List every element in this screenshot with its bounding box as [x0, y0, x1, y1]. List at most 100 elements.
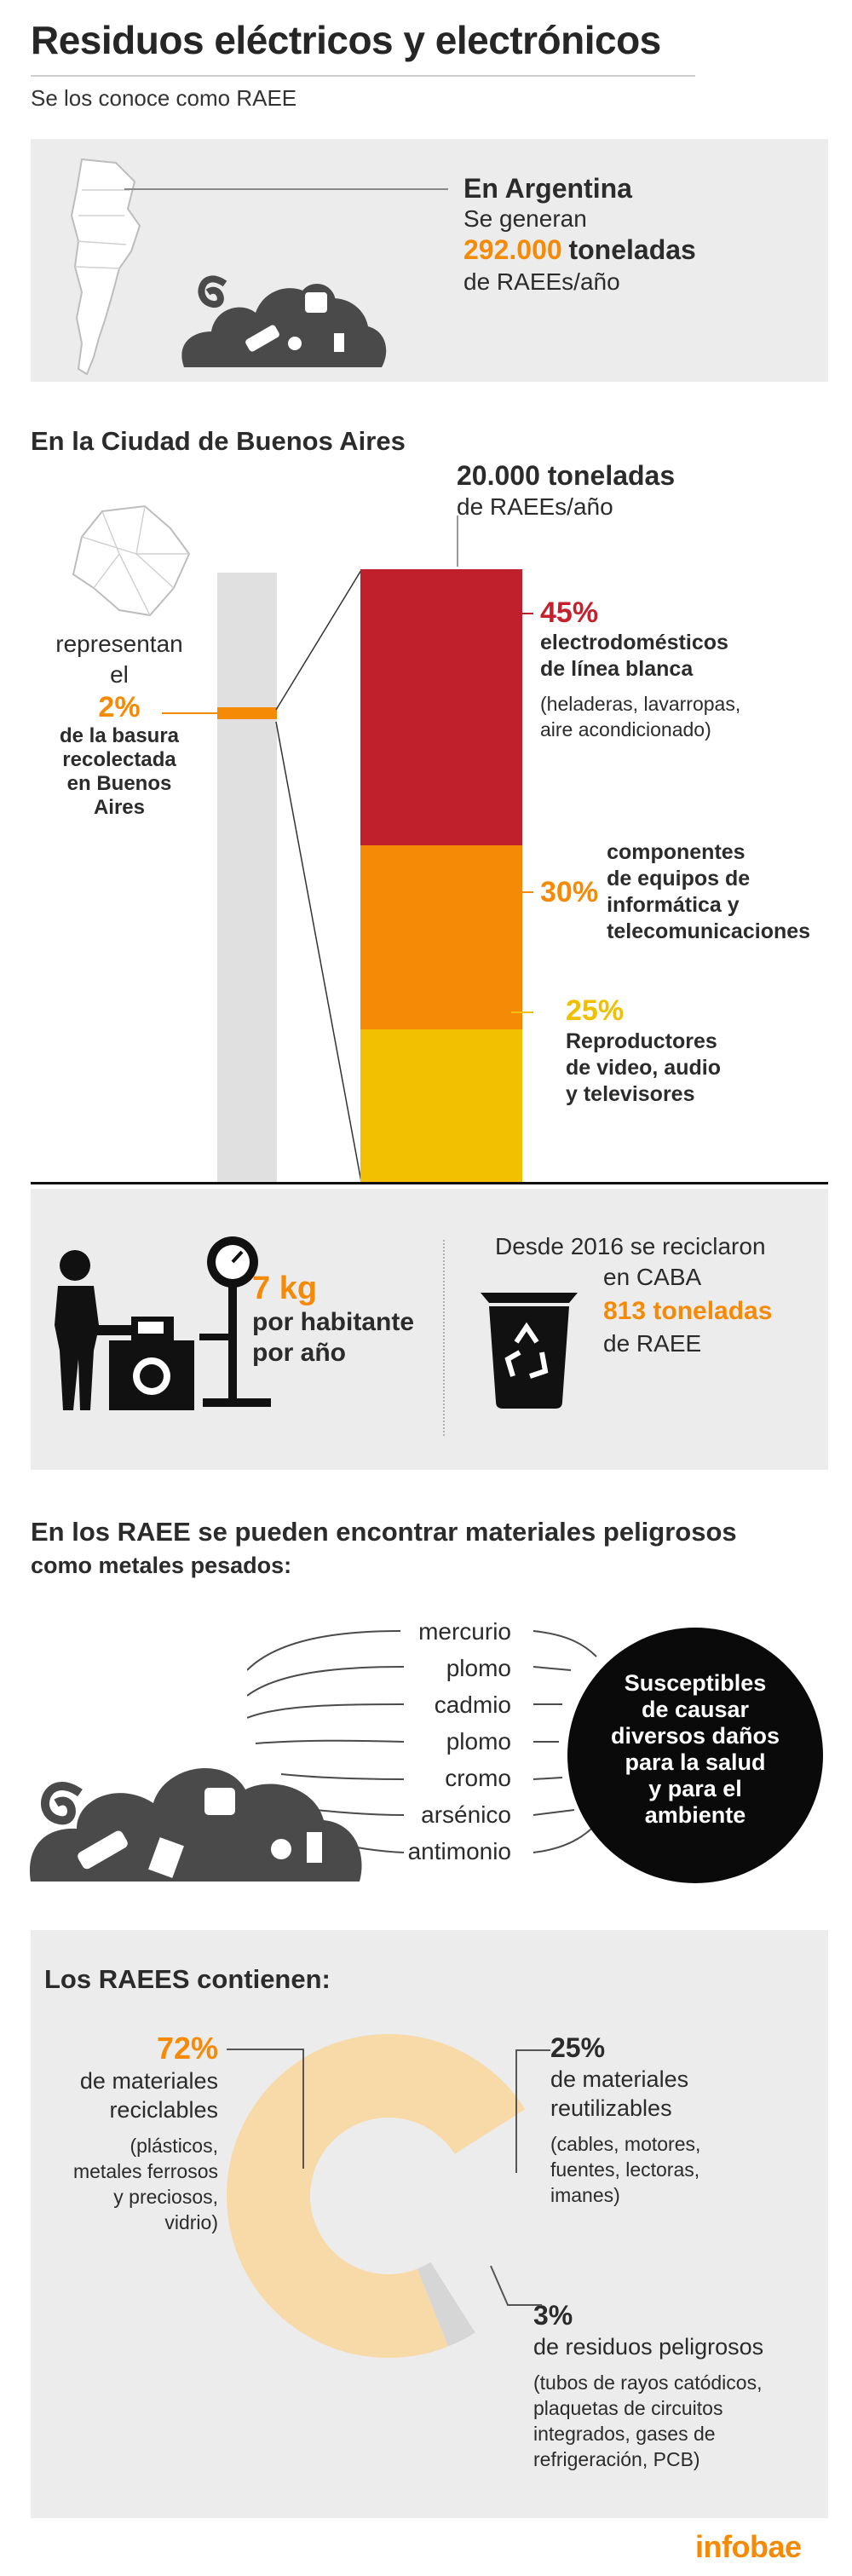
metal-item: plomo — [446, 1655, 511, 1681]
contents-leader-0 — [227, 2049, 304, 2169]
breakdown-label-1-l2: de equipos de — [607, 867, 751, 890]
breakdown-label-1-l3: informática y — [607, 893, 740, 917]
breakdown-connector-2 — [511, 1011, 533, 1013]
contents-item-2: 3% de residuos peligrosos (tubos de rayo… — [533, 2298, 827, 2472]
contents-label-1-l2: reutilizables — [550, 2095, 672, 2121]
donut-slice-recyclable — [227, 2034, 526, 2358]
represent-rest-3: en Buenos — [66, 772, 172, 795]
recycle-bin-icon — [481, 1293, 578, 1409]
hazard-circle-l2: de causar — [641, 1697, 750, 1722]
argentina-unit: toneladas — [568, 234, 696, 265]
contents-label-1-l1: de materiales — [550, 2066, 689, 2092]
segment-it-telecom — [360, 845, 522, 1029]
contents-donut — [227, 2034, 550, 2358]
per-capita-line2: por habitante — [252, 1308, 415, 1336]
baseline-rule — [31, 1182, 828, 1184]
contents-note-0-l4: vidrio) — [164, 2211, 218, 2233]
donut-slice-reusable — [430, 2109, 550, 2333]
contents-note-2-l4: refrigeración, PCB) — [533, 2448, 700, 2470]
breakdown-label-0-l2: de línea blanca — [540, 657, 694, 681]
breakdown-connector-0 — [511, 612, 533, 614]
breakdown-stack — [360, 569, 522, 1183]
metal-item: plomo — [446, 1728, 511, 1755]
recycled-line1: Desde 2016 se reciclaron — [495, 1233, 766, 1259]
breakdown-connector-1 — [511, 891, 533, 893]
metal-item: antimonio — [407, 1838, 511, 1864]
page-title: Residuos eléctricos y electrónicos — [31, 18, 661, 62]
recycled-line2: en CABA — [603, 1264, 702, 1290]
breakdown-label-1: 30% componentes de equipos de informátic… — [511, 839, 848, 945]
waste-pile-icon — [181, 275, 387, 367]
argentina-leader-line — [124, 188, 448, 190]
breakdown-note-0-l2: aire acondicionado) — [540, 718, 711, 741]
hazard-circle-l4: para la salud — [625, 1749, 766, 1775]
breakdown-label-2-l1: Reproductores — [566, 1029, 717, 1053]
contents-label-2-l1: de residuos peligrosos — [533, 2334, 764, 2360]
metal-item: arsénico — [421, 1801, 511, 1828]
contents-note-0-l3: y preciosos, — [113, 2186, 218, 2208]
represent-rest-2: recolectada — [62, 748, 176, 771]
contents-note-1-l3: imanes) — [550, 2184, 620, 2206]
contents-note-0-l1: (plásticos, — [130, 2135, 218, 2157]
contents-panel: Los RAEES contienen: 72% de materiales r… — [31, 1930, 828, 2518]
hazard-waste-pile-icon — [29, 1768, 362, 1882]
breakdown-label-2-l2: de video, audio — [566, 1056, 721, 1080]
recycled-line4: de RAEE — [603, 1330, 702, 1357]
argentina-amount: 292.000 — [463, 234, 562, 265]
breakdown-pct-2: 25% — [566, 994, 625, 1027]
hazard-circle-l1: Susceptibles — [624, 1670, 767, 1696]
funnel-lines — [275, 569, 362, 1183]
argentina-panel: En Argentina Se generan 292.000 tonelada… — [31, 139, 828, 382]
hazard-title-1: En los RAEE se pueden encontrar material… — [31, 1517, 737, 1547]
contents-note-0-l2: metales ferrosos — [72, 2160, 218, 2182]
contents-pct-0: 72% — [156, 2031, 218, 2066]
hazard-warning-circle: Susceptibles de causar diversos daños pa… — [567, 1628, 823, 1883]
contents-label-0-l2: reciclables — [109, 2097, 218, 2123]
recycled-amount: 813 toneladas — [603, 1297, 773, 1325]
hazard-circle-l3: diversos daños — [610, 1723, 780, 1749]
share-leader-line — [162, 712, 217, 714]
per-capita-amount: 7 kg — [252, 1271, 318, 1306]
contents-leader-2 — [490, 2265, 542, 2306]
total-trash-column — [217, 573, 277, 1183]
argentina-line1: Se generan — [463, 205, 587, 232]
breakdown-pct-1: 30% — [540, 875, 599, 908]
donut-slice-hazardous — [417, 2262, 475, 2347]
breakdown-pct-0: 45% — [540, 596, 599, 629]
represent-pct: 2% — [98, 691, 141, 723]
argentina-map-icon — [70, 158, 141, 376]
breakdown-label-2-l3: y televisores — [566, 1082, 695, 1106]
contents-pct-2: 3% — [533, 2300, 573, 2331]
contents-leader-1 — [515, 2049, 550, 2173]
represent-rest-4: Aires — [93, 796, 146, 819]
contents-note-2-l1: (tubos de rayos catódicos, — [533, 2371, 763, 2394]
segment-white-goods — [360, 569, 522, 845]
hazard-circle-l5: y para el — [648, 1776, 742, 1801]
represent-rest-1: de la basura — [59, 724, 180, 747]
breakdown-note-0-l1: (heladeras, lavarropas, — [540, 693, 741, 715]
total-leader-line — [457, 516, 458, 567]
breakdown-label-0-l1: electrodomésticos — [540, 631, 728, 654]
contents-title: Los RAEES contienen: — [44, 1964, 331, 1994]
contents-note-2-l2: plaquetas de circuitos — [533, 2397, 723, 2419]
page-subtitle: Se los conoce como RAEE — [31, 85, 297, 111]
title-divider — [31, 75, 695, 77]
metal-item: cromo — [445, 1765, 511, 1791]
breakdown-label-0: 45% electrodomésticos de línea blanca (h… — [511, 596, 835, 742]
segment-audio-video — [360, 1029, 522, 1183]
argentina-heading: En Argentina — [463, 173, 632, 204]
caba-total-unit: de RAEEs/año — [457, 493, 613, 520]
contents-note-1-l1: (cables, motores, — [550, 2133, 701, 2155]
represent-line2: el — [110, 661, 129, 688]
contents-item-1: 25% de materiales reutilizables (cables,… — [550, 2031, 823, 2208]
per-capita-line3: por año — [252, 1339, 346, 1367]
hazard-title-2: como metales pesados: — [31, 1553, 292, 1578]
breakdown-label-1-l4: telecomunicaciones — [607, 919, 811, 943]
metal-item: mercurio — [418, 1618, 511, 1645]
stats-panel: 7 kg por habitante por año Desde 2016 se… — [31, 1189, 828, 1470]
argentina-amount-row: 292.000 toneladas — [463, 234, 696, 267]
metal-item: cadmio — [434, 1691, 511, 1718]
caba-section-title: En la Ciudad de Buenos Aires — [31, 426, 406, 456]
brand-logo: infobae — [695, 2529, 802, 2564]
caba-total-amount: 20.000 toneladas — [457, 460, 676, 491]
